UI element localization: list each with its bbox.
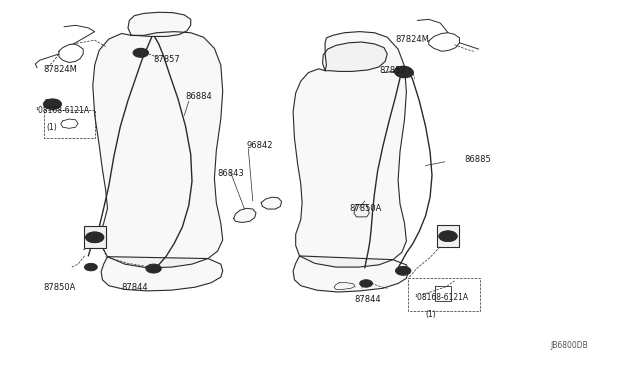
Circle shape: [146, 264, 161, 273]
Polygon shape: [93, 32, 223, 268]
Polygon shape: [293, 256, 408, 292]
Circle shape: [88, 266, 93, 269]
Text: 87857: 87857: [380, 66, 406, 75]
Text: 87824M: 87824M: [396, 35, 429, 44]
Text: 87824M: 87824M: [44, 65, 77, 74]
Text: 87844: 87844: [354, 295, 381, 304]
Polygon shape: [101, 257, 223, 291]
Circle shape: [44, 99, 61, 109]
Polygon shape: [354, 205, 369, 217]
Circle shape: [150, 267, 157, 270]
Text: JB6800DB: JB6800DB: [550, 341, 588, 350]
Text: ¹08168-6121A: ¹08168-6121A: [35, 106, 90, 115]
Polygon shape: [261, 197, 282, 209]
FancyBboxPatch shape: [84, 226, 106, 248]
Text: 96842: 96842: [246, 141, 273, 150]
Text: ¹08168-6121A: ¹08168-6121A: [415, 293, 469, 302]
Text: 87850A: 87850A: [349, 204, 382, 213]
Circle shape: [401, 70, 408, 75]
Polygon shape: [293, 32, 406, 267]
Circle shape: [439, 231, 457, 241]
Circle shape: [399, 69, 407, 74]
Text: 86885: 86885: [464, 155, 491, 164]
Text: (1): (1): [46, 123, 57, 132]
FancyBboxPatch shape: [437, 225, 459, 247]
Circle shape: [49, 102, 56, 106]
Circle shape: [360, 280, 372, 287]
Text: B: B: [396, 67, 401, 73]
Circle shape: [138, 51, 144, 55]
Circle shape: [364, 282, 369, 285]
Circle shape: [394, 66, 412, 77]
Text: (1): (1): [426, 310, 436, 319]
Text: 87850A: 87850A: [44, 283, 76, 292]
Text: 87857: 87857: [154, 55, 180, 64]
Polygon shape: [323, 42, 387, 71]
Circle shape: [92, 235, 98, 239]
Polygon shape: [234, 208, 256, 222]
Circle shape: [396, 67, 413, 78]
Circle shape: [133, 48, 148, 57]
Text: 87844: 87844: [122, 283, 148, 292]
Circle shape: [445, 234, 451, 238]
Circle shape: [86, 232, 104, 243]
Text: 86884: 86884: [186, 92, 212, 101]
Polygon shape: [128, 12, 191, 36]
Text: 86843: 86843: [218, 169, 244, 178]
Circle shape: [396, 266, 411, 275]
Circle shape: [400, 269, 406, 273]
Circle shape: [84, 263, 97, 271]
Text: B: B: [44, 99, 49, 104]
